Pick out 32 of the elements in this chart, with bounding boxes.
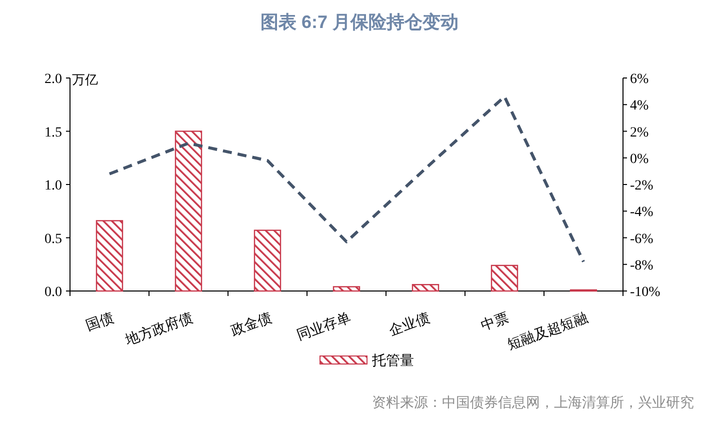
y-tick-label: 2.0 xyxy=(44,72,62,87)
legend-label: 托管量 xyxy=(371,353,414,369)
y2-tick-label: -10% xyxy=(630,285,661,300)
y2-tick-label: -2% xyxy=(630,178,654,194)
bar xyxy=(412,284,440,292)
chart-title: 图表 6:7 月保险持仓变动 xyxy=(260,12,459,32)
y-tick-label: 1.0 xyxy=(44,178,62,194)
bar xyxy=(490,264,518,292)
x-tick-label: 企业债 xyxy=(386,310,432,340)
x-tick-label: 同业存单 xyxy=(294,310,353,344)
bar xyxy=(332,286,360,292)
y2-tick-label: 2% xyxy=(630,125,649,140)
y-tick-label: 0.5 xyxy=(44,232,62,247)
y-tick-label: 1.5 xyxy=(44,125,62,140)
y-tick-label: 0.0 xyxy=(44,285,62,300)
y2-tick-label: -8% xyxy=(630,258,654,274)
y2-tick-label: 6% xyxy=(630,72,649,87)
y2-tick-label: -6% xyxy=(630,232,654,247)
bar xyxy=(254,230,282,292)
x-tick-label: 政金债 xyxy=(228,310,274,340)
legend: 托管量 xyxy=(320,354,414,369)
line-series xyxy=(108,95,585,264)
x-tick-label: 中票 xyxy=(479,310,511,334)
text: 资料来源：中国债券信息网，上海清算所，兴业研究 xyxy=(372,394,694,410)
y-axis-title: 万亿 xyxy=(72,72,98,87)
x-tick-label: 国债 xyxy=(84,310,116,334)
bar xyxy=(96,220,124,292)
y2-tick-label: 4% xyxy=(630,98,649,114)
y2-tick-label: 0% xyxy=(630,152,649,167)
bar xyxy=(174,130,202,292)
x-tick-label: 地方政府债 xyxy=(122,310,195,350)
y2-tick-label: -4% xyxy=(630,205,654,220)
